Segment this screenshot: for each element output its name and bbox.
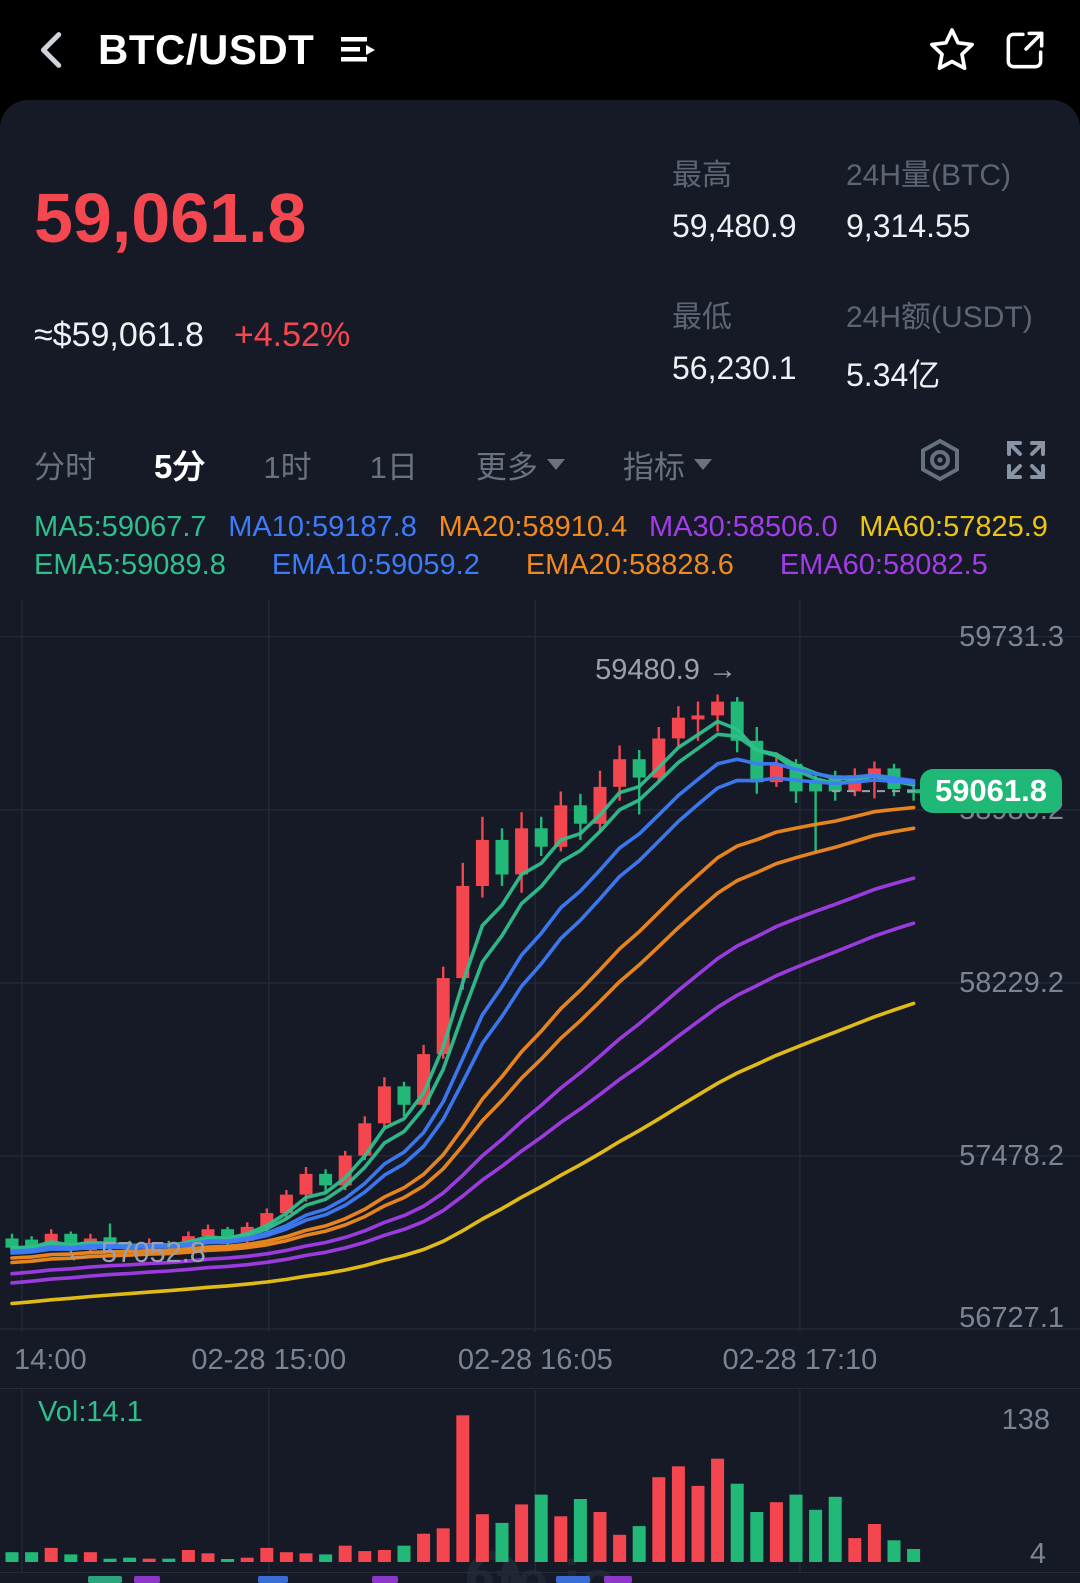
ma5-legend: MA5:59067.7: [34, 511, 207, 543]
clipped-legend-mark: [372, 1576, 398, 1583]
watermark-logo-icon: [466, 1551, 520, 1583]
page-title: BTC/USDT: [98, 26, 315, 73]
watermark: ate.io: [464, 1549, 616, 1583]
chart-settings-icon[interactable]: [914, 434, 966, 486]
back-icon[interactable]: [30, 27, 76, 73]
low-annotation: ← 57052.8: [64, 1236, 206, 1269]
tab-5min[interactable]: 5分: [154, 448, 206, 485]
tab-more[interactable]: 更多: [476, 442, 565, 487]
ema5-legend: EMA5:59089.8: [34, 549, 226, 581]
ma60-legend: MA60:57825.9: [859, 511, 1048, 543]
clipped-legend-mark: [258, 1576, 288, 1583]
stat-turnover-value: 5.34亿: [846, 357, 941, 393]
ema20-legend: EMA20:58828.6: [525, 549, 734, 581]
stat-volume-value: 9,314.55: [846, 208, 971, 244]
change-percent: +4.52%: [233, 316, 351, 354]
volume-pane[interactable]: Vol:14.1 138 4: [0, 1390, 1080, 1572]
fiat-equivalent: ≈$59,061.8: [34, 316, 204, 354]
fullscreen-icon[interactable]: [1000, 434, 1052, 486]
high-annotation: 59480.9 →: [595, 654, 737, 687]
candlestick-chart[interactable]: ate.io 59480.9 → ← 57052.8 59731.3 58980…: [0, 600, 1080, 1583]
chart-tool-icons: [914, 434, 1052, 486]
interval-tabs: 分时 5分 1时 1日 更多 指标: [34, 440, 712, 488]
volume-ma-legend-clipped: [0, 1574, 1080, 1583]
chevron-down-icon: [546, 458, 565, 470]
time-axis: 14:00 02-28 15:00 02-28 16:05 02-28 17:1…: [0, 1332, 1080, 1388]
top-bar: BTC/USDT: [0, 0, 1080, 100]
volume-label: Vol:14.1: [38, 1396, 143, 1428]
ma20-legend: MA20:58910.4: [438, 511, 628, 543]
x-axis-label: 02-28 17:10: [722, 1344, 878, 1376]
chevron-down-icon: [693, 458, 712, 470]
favorite-star-icon[interactable]: [926, 24, 978, 76]
stat-low-value: 56,230.1: [672, 350, 797, 386]
price-chart-svg[interactable]: [0, 600, 1080, 1332]
clipped-legend-mark: [88, 1576, 122, 1583]
y-axis-label: 56727.1: [959, 1302, 1064, 1334]
x-axis-label: 02-28 16:05: [457, 1344, 613, 1376]
divider: [0, 1572, 1080, 1573]
divider: [0, 1388, 1080, 1389]
ema60-legend: EMA60:58082.5: [779, 549, 988, 581]
ma10-legend: MA10:59187.8: [228, 511, 417, 543]
fiat-row: ≈$59,061.8 +4.52%: [34, 316, 350, 355]
y-axis-label: 58229.2: [959, 966, 1064, 999]
x-axis-label: 02-28 15:00: [191, 1344, 347, 1376]
share-icon[interactable]: [1000, 25, 1050, 75]
ema-legend-row: EMA5:59089.8 EMA10:59059.2 EMA20:58828.6…: [34, 549, 988, 582]
volume-axis-max: 138: [1001, 1404, 1050, 1436]
stat-volume-label: 24H量(BTC): [846, 159, 1012, 192]
y-axis-label: 57478.2: [959, 1139, 1064, 1172]
ma30-legend: MA30:58506.0: [648, 511, 838, 543]
last-price: 59,061.8: [34, 179, 307, 257]
stat-turnover-label: 24H额(USDT): [846, 301, 1033, 334]
clipped-legend-mark: [134, 1576, 160, 1583]
tab-more-label: 更多: [475, 449, 538, 485]
volume-chart-svg[interactable]: [0, 1390, 1080, 1572]
clipped-legend-mark: [556, 1576, 590, 1583]
ma-legend-row: MA5:59067.7 MA10:59187.8 MA20:58910.4 MA…: [34, 511, 1048, 544]
stat-low-label: 最低: [672, 301, 732, 334]
last-price-tag: 59061.8: [919, 769, 1062, 814]
ema10-legend: EMA10:59059.2: [271, 549, 480, 581]
tab-1hour[interactable]: 1时: [263, 449, 312, 485]
tab-timeline[interactable]: 分时: [34, 449, 96, 485]
x-axis-label: 14:00: [14, 1344, 87, 1376]
stat-high-label: 最高: [672, 159, 732, 192]
pair-selector-icon[interactable]: [336, 28, 380, 72]
clipped-legend-mark: [604, 1576, 632, 1583]
tab-indicators[interactable]: 指标: [623, 442, 712, 487]
stat-high-value: 59,480.9: [672, 208, 797, 244]
volume-axis-min: 4: [1029, 1538, 1046, 1570]
y-axis-label: 59731.3: [959, 620, 1064, 653]
tab-indicators-label: 指标: [622, 449, 685, 485]
tab-1day[interactable]: 1日: [369, 449, 418, 485]
